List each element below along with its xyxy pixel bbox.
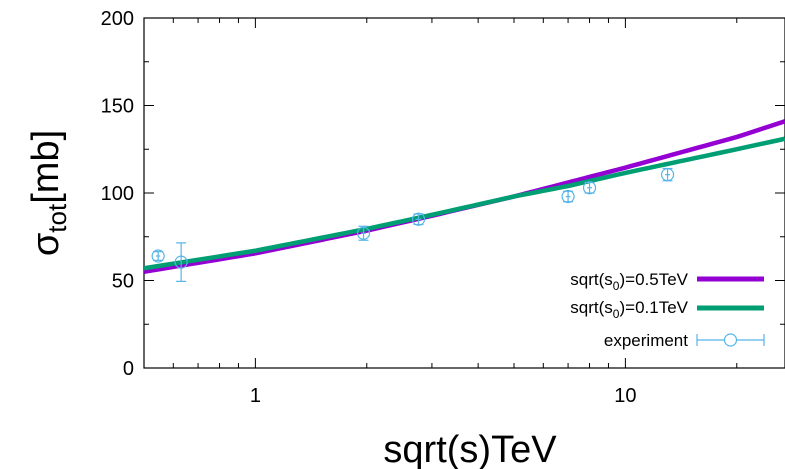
experiment-point-5 (582, 181, 597, 195)
legend-swatch-experiment (696, 333, 765, 347)
y-axis-symbol: σ (25, 233, 67, 256)
data-point (582, 181, 597, 195)
series-line-1 (144, 136, 785, 271)
model-curves (144, 119, 785, 274)
tick-labels: 0 50 100 150 200 1 10 (101, 8, 637, 407)
legend-label-series-1: sqrt(s0)=0.1TeV (570, 298, 688, 321)
y-axis-unit: [mb] (25, 130, 67, 204)
data-point (151, 249, 165, 263)
y-axis-subscript: tot (42, 203, 72, 233)
axis-ticks (144, 17, 785, 369)
experiment-points (151, 167, 675, 282)
y-tick-label-4: 200 (101, 8, 134, 30)
plot-frame (143, 17, 785, 369)
series-line-0 (144, 119, 785, 274)
data-point (411, 212, 426, 226)
data-point (561, 189, 575, 204)
x-tick-label-1: 10 (614, 385, 636, 407)
y-axis-title: σtot[mb] (25, 130, 72, 256)
experiment-point-1 (174, 242, 188, 282)
data-point (174, 255, 188, 269)
data-point (660, 168, 675, 182)
experiment-point-2 (356, 225, 371, 241)
y-tick-label-3: 150 (101, 96, 134, 118)
experiment-point-0 (151, 249, 165, 263)
experiment-point-4 (561, 189, 575, 204)
x-tick-label-0: 1 (250, 385, 261, 407)
y-tick-label-0: 0 (123, 358, 134, 380)
experiment-point-3 (411, 212, 426, 226)
legend-label-series-0: sqrt(s0)=0.5TeV (570, 270, 688, 293)
experiment-point-6 (660, 167, 675, 182)
legend: sqrt(s0)=0.5TeV sqrt(s0)=0.1TeV experime… (570, 270, 765, 350)
y-tick-label-2: 100 (101, 183, 134, 205)
legend-label-experiment: experiment (604, 331, 688, 350)
data-point (356, 226, 371, 240)
legend-exp-marker (723, 333, 738, 347)
x-axis-title: sqrt(s)TeV (383, 429, 557, 469)
y-tick-label-1: 50 (112, 271, 134, 293)
